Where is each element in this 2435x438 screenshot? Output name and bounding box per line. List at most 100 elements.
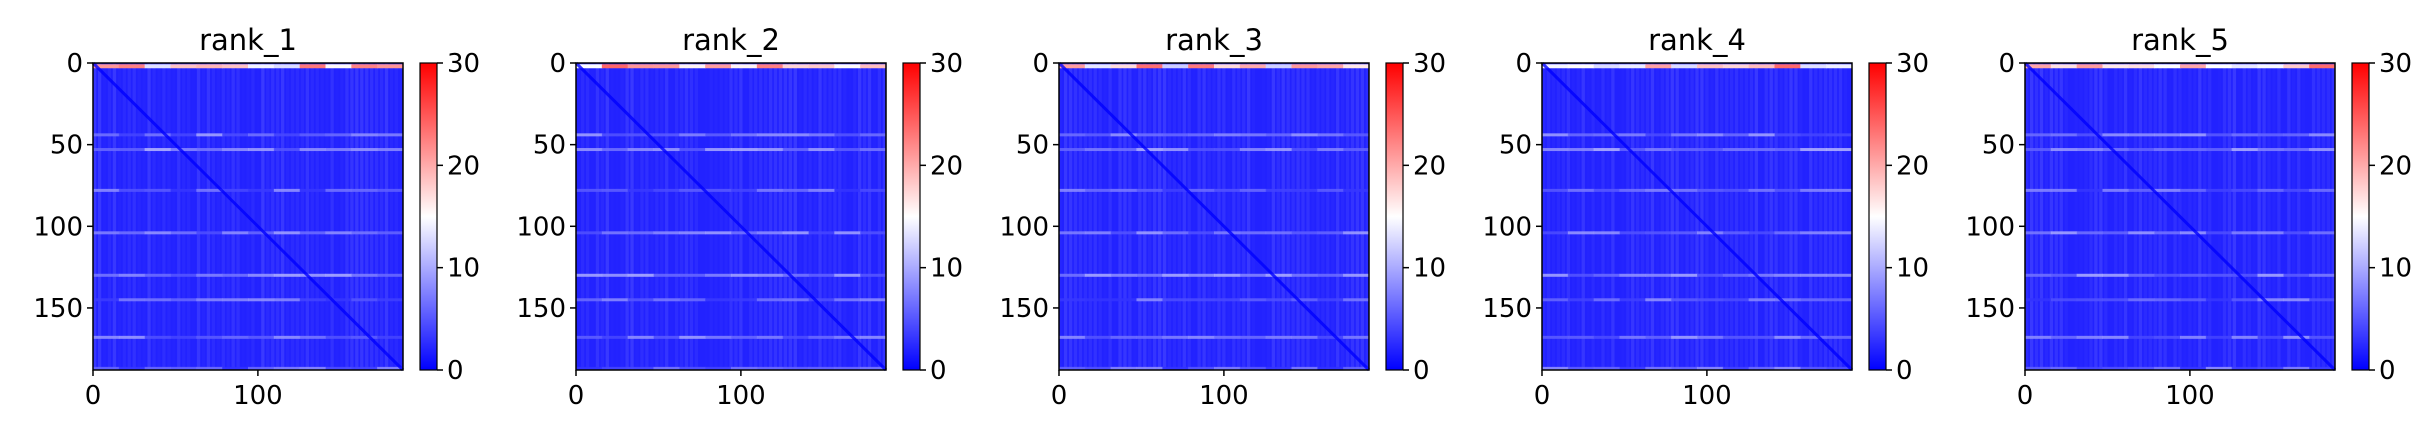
panel-4: rank_4 0 50 100 150 0 100 0 10 20 30 <box>1482 23 1929 411</box>
heatmap-column-stripe <box>1217 63 1220 370</box>
heatmap-band-cell <box>2103 298 2129 301</box>
heatmap-band-cell <box>1162 298 1188 301</box>
heatmap-band-cell <box>274 133 300 136</box>
heatmap-band-cell <box>2180 64 2206 68</box>
heatmap-band-cell <box>731 189 757 192</box>
heatmap-band-cell <box>377 133 403 136</box>
heatmap-column-stripe <box>799 63 802 370</box>
heatmap-column-stripe <box>108 63 111 370</box>
heatmap-band-cell <box>1749 274 1775 277</box>
heatmap-band-cell <box>2206 336 2232 339</box>
heatmap-band-cell <box>1343 231 1369 234</box>
heatmap-band-cell <box>93 231 119 234</box>
heatmap-band-cell <box>2103 189 2129 192</box>
heatmap-column-stripe <box>2045 63 2048 370</box>
heatmap-band-cell <box>196 336 222 339</box>
heatmap-band-cell <box>222 298 248 301</box>
heatmap-band-cell <box>2077 189 2103 192</box>
heatmap-band-cell <box>2258 274 2284 277</box>
heatmap-band-cell <box>628 274 654 277</box>
heatmap-column-stripe <box>744 63 747 370</box>
heatmap-column-stripe <box>187 63 190 370</box>
heatmap-band-cell <box>1266 133 1292 136</box>
heatmap-band-cell <box>1568 189 1594 192</box>
heatmap-band-cell <box>1214 64 1240 68</box>
heatmap-band-cell <box>1266 148 1292 151</box>
heatmap-band-cell <box>1620 189 1646 192</box>
y-tick-label: 0 <box>1515 49 1532 79</box>
heatmap-band-cell <box>731 64 757 68</box>
heatmap-band-cell <box>834 298 860 301</box>
heatmap-band-cell <box>1775 148 1801 151</box>
heatmap-column-stripe <box>1227 63 1230 370</box>
heatmap-column-stripe <box>1552 63 1555 370</box>
heatmap-band-cell <box>1085 336 1111 339</box>
heatmap-band-cell <box>1214 336 1240 339</box>
heatmap-column-stripe <box>1765 63 1768 370</box>
heatmap-column-stripe <box>1616 63 1619 370</box>
heatmap-column-stripe <box>2292 63 2295 370</box>
heatmap-band-cell <box>1568 133 1594 136</box>
heatmap-band-cell <box>2051 64 2077 68</box>
heatmap-band-cell <box>2051 133 2077 136</box>
colorbar-tick-label: 30 <box>447 49 480 79</box>
heatmap-band-cell <box>1292 64 1318 68</box>
heatmap-column-stripe <box>754 63 757 370</box>
heatmap-column-stripe <box>1656 63 1659 370</box>
heatmap-column-stripe <box>1611 63 1614 370</box>
heatmap-band-cell <box>196 231 222 234</box>
heatmap-column-stripe <box>316 63 319 370</box>
heatmap-band-cell <box>1723 133 1749 136</box>
heatmap-column-stripe <box>1646 63 1649 370</box>
heatmap-band-cell <box>628 148 654 151</box>
heatmap-band-cell <box>1671 274 1697 277</box>
heatmap-band-cell <box>1671 189 1697 192</box>
heatmap-band-cell <box>1059 231 1085 234</box>
heatmap-band-cell <box>2283 274 2309 277</box>
heatmap-band-cell <box>1162 274 1188 277</box>
heatmap-column-stripe <box>2208 63 2211 370</box>
heatmap-column-stripe <box>2060 63 2063 370</box>
heatmap-band-cell <box>834 64 860 68</box>
heatmap-column-stripe <box>2149 63 2152 370</box>
heatmap-column-stripe <box>1745 63 1748 370</box>
colorbar-tick-label: 20 <box>2379 151 2412 181</box>
heatmap-band-cell <box>93 133 119 136</box>
panel-3: rank_30501001500 1000102030 <box>999 23 1446 411</box>
heatmap-band-cell <box>2180 298 2206 301</box>
heatmap-column-stripe <box>326 63 329 370</box>
heatmap-band-cell <box>1266 298 1292 301</box>
heatmap-band-cell <box>300 336 326 339</box>
heatmap-band-cell <box>1137 336 1163 339</box>
heatmap-band-cell <box>2206 64 2232 68</box>
y-tick-label: 0 <box>1032 49 1049 79</box>
heatmap-column-stripe <box>1567 63 1570 370</box>
x-tick-label: 0 <box>1051 381 1068 411</box>
heatmap-band-cell <box>1800 148 1826 151</box>
heatmap-column-stripe <box>2099 63 2102 370</box>
heatmap-band-cell <box>1826 231 1852 234</box>
heatmap-column-stripe <box>853 63 856 370</box>
heatmap-band-cell <box>1645 64 1671 68</box>
heatmap-column-stripe <box>2193 63 2196 370</box>
heatmap-band-cell <box>1188 64 1214 68</box>
heatmap-band-cell <box>2025 189 2051 192</box>
heatmap-column-stripe <box>1326 63 1329 370</box>
heatmap-band-cell <box>1826 274 1852 277</box>
panel-2: rank_20501001500 1000102030 <box>516 23 963 411</box>
heatmap-column-stripe <box>390 63 393 370</box>
heatmap-band-cell <box>1085 148 1111 151</box>
heatmap-band-cell <box>222 133 248 136</box>
heatmap-column-stripe <box>2253 63 2256 370</box>
heatmap-column-stripe <box>1118 63 1121 370</box>
heatmap-band-cell <box>1697 189 1723 192</box>
heatmap-band-cell <box>248 189 274 192</box>
heatmap-column-stripe <box>1755 63 1758 370</box>
heatmap-band-cell <box>145 148 171 151</box>
heatmap-band-cell <box>1645 231 1671 234</box>
heatmap-band-cell <box>1162 336 1188 339</box>
heatmap-band-cell <box>1826 64 1852 68</box>
heatmap-band-cell <box>1749 64 1775 68</box>
heatmap-band-cell <box>1111 148 1137 151</box>
heatmap-band-cell <box>2025 274 2051 277</box>
